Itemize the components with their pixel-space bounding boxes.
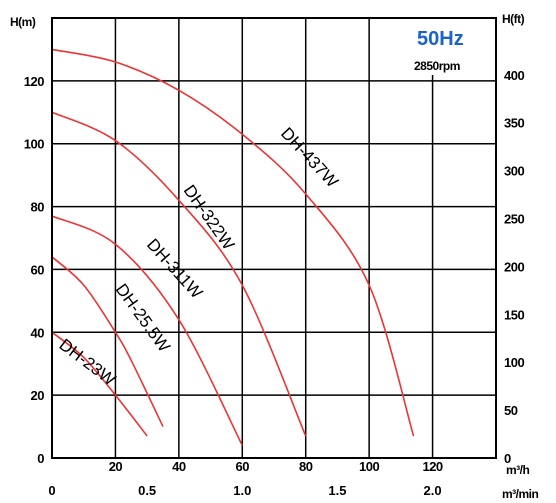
x-tick-label: 40 bbox=[172, 459, 186, 474]
y2-tick-label: 150 bbox=[504, 307, 524, 322]
y2-tick-label: 0 bbox=[504, 451, 511, 466]
rpm-label: 2850rpm bbox=[414, 59, 460, 73]
x-tick-label: 100 bbox=[359, 459, 379, 474]
x-axis-secondary-label: m³/min bbox=[502, 487, 539, 501]
x2-tick-label: 0 bbox=[48, 483, 55, 498]
y-tick-label: 100 bbox=[24, 137, 44, 152]
y2-tick-label: 300 bbox=[504, 164, 524, 179]
curve-label-dh-23w: DH-23W bbox=[56, 335, 119, 389]
plot-frame bbox=[51, 17, 497, 459]
y2-tick-label: 100 bbox=[504, 355, 524, 370]
y-tick-label: 40 bbox=[31, 325, 45, 340]
curve-dh-322w bbox=[51, 111, 307, 437]
y-axis-right-label: H(ft) bbox=[502, 12, 525, 26]
curve-dh-437w bbox=[51, 48, 415, 437]
curve-dh-25-5w bbox=[51, 256, 164, 427]
curve-dh-311w bbox=[51, 215, 244, 446]
curve-label-dh-322w: DH-322W bbox=[180, 181, 238, 253]
x-tick-label: 60 bbox=[236, 459, 250, 474]
y-tick-label: 20 bbox=[31, 388, 45, 403]
y2-tick-label: 200 bbox=[504, 259, 524, 274]
curve-label-dh-437w: DH-437W bbox=[277, 124, 342, 192]
x2-tick-label: 1.5 bbox=[328, 483, 346, 498]
y-axis-left-label: H(m) bbox=[10, 15, 36, 29]
y2-tick-label: 250 bbox=[504, 212, 524, 227]
y2-tick-label: 350 bbox=[504, 116, 524, 131]
x2-tick-label: 0.5 bbox=[138, 483, 156, 498]
y2-tick-label: 400 bbox=[504, 68, 524, 83]
y2-tick-label: 50 bbox=[504, 403, 518, 418]
frequency-box: 50Hz 2850rpm bbox=[398, 19, 495, 75]
y-tick-label: 80 bbox=[31, 200, 45, 215]
y-tick-label: 60 bbox=[31, 262, 45, 277]
x2-tick-label: 1.0 bbox=[233, 483, 251, 498]
x2-tick-label: 2.0 bbox=[424, 483, 442, 498]
x-tick-label: 20 bbox=[109, 459, 123, 474]
x-tick-label: 120 bbox=[422, 459, 442, 474]
x-tick-label: 80 bbox=[299, 459, 313, 474]
curve-label-dh-311w: DH-311W bbox=[143, 235, 206, 302]
curve-label-dh-25-5w: DH-25.5W bbox=[112, 280, 174, 355]
x-axis-primary-label: m³/h bbox=[506, 463, 530, 477]
y-tick-label: 120 bbox=[24, 74, 44, 89]
frequency-label: 50Hz bbox=[417, 28, 464, 50]
curve-dh-23w bbox=[51, 331, 148, 437]
y-tick-label: 0 bbox=[37, 451, 44, 466]
